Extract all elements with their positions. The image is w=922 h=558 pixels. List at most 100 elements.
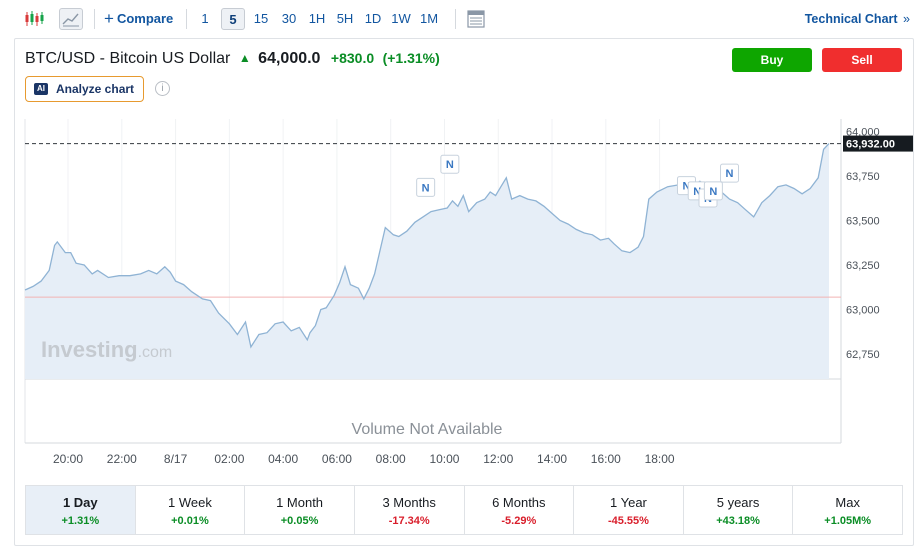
news-marker-box [703,181,723,201]
plus-icon: + [104,9,114,28]
technical-chart-label: Technical Chart [804,12,898,26]
buy-button[interactable]: Buy [732,48,812,72]
period-label: 5 years [716,495,760,510]
toolbar-divider [186,9,187,29]
ai-icon: AI [34,83,48,95]
toolbar-divider [94,9,95,29]
table-view-icon[interactable] [467,10,485,28]
news-marker-box [416,177,436,197]
last-price-badge [843,135,913,152]
news-marker-box [440,154,460,174]
volume-unavailable-text: Volume Not Available [352,421,503,438]
price-change-percent: (+1.31%) [382,50,440,66]
quote-header: BTC/USD - Bitcoin US Dollar ▲ 64,000.0 +… [25,47,440,69]
area-chart-button[interactable] [59,8,83,30]
chart-toolbar: + Compare 1 5 15 30 1H 5H 1D 1W 1M Technical Char… [0,0,922,38]
period-change: +0.01% [171,515,209,527]
period-1-week[interactable]: 1 Week +0.01% [136,486,246,534]
x-tick-label: 08:00 [376,452,406,466]
period-change: +0.05% [280,515,319,527]
y-tick-label: 63,500 [846,216,880,228]
area-chart-icon [62,13,79,27]
period-label: 1 Month [276,495,324,510]
y-tick-label: 64,000 [846,126,880,138]
timeframe-30-button[interactable]: 30 [281,11,297,26]
x-tick-label: 06:00 [322,452,352,466]
period-5-years[interactable]: 5 years +43.18% [684,486,794,534]
timeframe-5-button[interactable]: 5 [221,8,245,30]
period-change: -5.29% [501,515,537,527]
info-icon[interactable]: i [155,81,170,96]
analyze-chart-label: Analyze chart [56,82,135,96]
price-change: +830.0 [330,50,375,66]
x-tick-label: 22:00 [107,452,137,466]
price-chart[interactable]: Investing.comNNNNNNN64,00063,75063,50063… [15,39,913,484]
period-change: +1.05M% [824,515,872,527]
period-6-months[interactable]: 6 Months -5.29% [465,486,575,534]
analyze-chart-button[interactable]: AI Analyze chart [25,76,145,102]
last-price-badge-label: 63,932.00 [846,139,895,151]
x-tick-label: 02:00 [214,452,244,466]
candlestick-icon[interactable] [24,11,44,27]
news-marker-box [720,163,740,183]
price-area-fill [25,143,829,379]
period-label: 1 Day [62,495,98,510]
period-1-month[interactable]: 1 Month +0.05% [245,486,355,534]
timeframe-15-button[interactable]: 15 [253,11,269,26]
period-change: -45.55% [607,515,649,527]
period-change: +1.31% [61,515,100,527]
x-tick-label: 16:00 [591,452,621,466]
x-tick-label: 14:00 [537,452,567,466]
news-marker-label: N [726,168,734,180]
period-label: 1 Year [610,495,647,510]
compare-label: Compare [116,11,174,26]
news-marker-icon[interactable]: N [416,177,436,197]
price-up-arrow-icon: ▲ [238,51,251,65]
y-tick-label: 63,750 [846,171,880,183]
timeframe-1d-button[interactable]: 1D [364,11,382,26]
period-1-year[interactable]: 1 Year -45.55% [574,486,684,534]
period-change: +43.18% [716,515,760,527]
last-price: 64,000.0 [258,50,321,67]
period-label: 1 Week [168,495,212,510]
sell-button[interactable]: Sell [822,48,902,72]
x-tick-label: 10:00 [429,452,459,466]
period-change: -17.34% [388,515,430,527]
x-tick-label: 20:00 [53,452,83,466]
y-tick-label: 63,250 [846,260,880,272]
period-label: Max [835,495,860,510]
news-marker-label: N [683,181,691,193]
investing-watermark: Investing.com [41,337,172,362]
period-max[interactable]: Max +1.05M% [793,486,902,534]
x-tick-label: 8/17 [164,452,188,466]
news-marker-label: N [422,182,430,194]
x-tick-label: 04:00 [268,452,298,466]
y-tick-label: 62,750 [846,349,880,361]
x-tick-label: 12:00 [483,452,513,466]
timeframe-1m-button[interactable]: 1M [419,11,439,26]
period-label: 3 Months [382,495,436,510]
timeframe-5h-button[interactable]: 5H [336,11,354,26]
news-marker-icon[interactable]: N [720,163,740,183]
news-marker-label: N [709,186,717,198]
news-marker-icon[interactable]: N [440,154,460,174]
performance-periods: 1 Day +1.31% 1 Week +0.01% 1 Month +0.05% 3 Mo… [25,485,903,535]
watermark-brand: Investing [41,337,138,362]
news-marker-icon[interactable]: N [703,181,723,201]
instrument-name: BTC/USD - Bitcoin US Dollar [25,50,231,67]
technical-chart-link[interactable]: Technical Chart » [790,8,910,30]
x-tick-label: 18:00 [645,452,675,466]
double-chevron-right-icon: » [903,12,910,26]
timeframe-1-button[interactable]: 1 [201,11,209,26]
y-tick-label: 63,000 [846,305,880,317]
chart-card: BTC/USD - Bitcoin US Dollar ▲ 64,000.0 +… [14,38,914,546]
news-marker-label: N [446,159,454,171]
compare-button[interactable]: + Compare [104,8,176,30]
period-3-months[interactable]: 3 Months -17.34% [355,486,465,534]
news-marker-label: N [693,186,701,198]
timeframe-1h-button[interactable]: 1H [308,11,326,26]
toolbar-divider [455,9,456,29]
timeframe-1w-button[interactable]: 1W [391,11,411,26]
watermark-suffix: .com [138,344,173,361]
period-1-day[interactable]: 1 Day +1.31% [26,486,136,534]
